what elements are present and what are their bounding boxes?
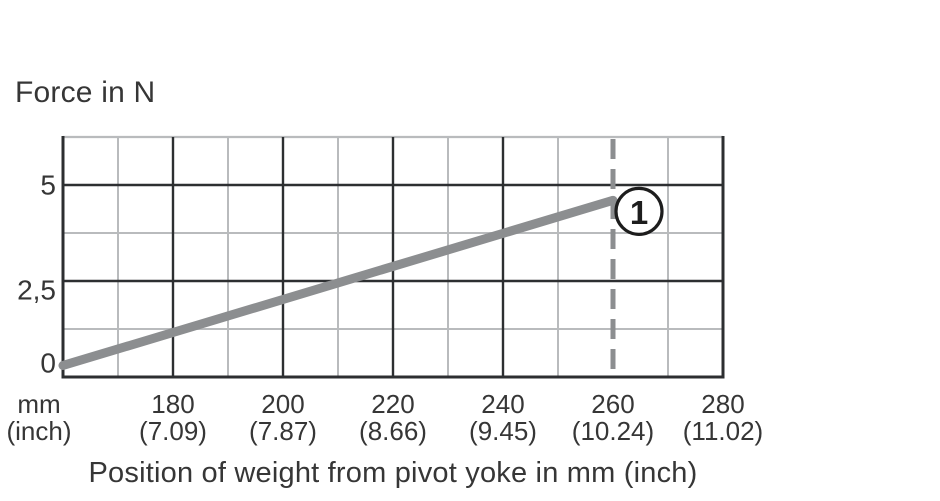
x-tick-label-mm: 280 [701,389,744,419]
y-tick-label: 5 [40,170,56,201]
x-tick-label-inch: (10.24) [572,416,654,446]
x-tick-label-inch: (7.09) [139,416,207,446]
x-tick-label-inch: (9.45) [469,416,537,446]
annotation-label: 1 [630,194,648,231]
x-tick-label-mm: 180 [151,389,194,419]
x-tick-label-mm: 200 [261,389,304,419]
y-tick-label: 0 [40,348,56,379]
x-unit-label-inch: (inch) [6,416,71,446]
x-unit-label-mm: mm [17,389,60,419]
annotation-circle [614,186,664,236]
x-tick-label-mm: 220 [371,389,414,419]
y-axis-title: Force in N [15,76,156,109]
x-tick-label-inch: (11.02) [683,416,763,446]
x-tick-label-inch: (8.66) [359,416,427,446]
x-axis-title: Position of weight from pivot yoke in mm… [88,457,698,489]
x-tick-label-inch: (7.87) [249,416,317,446]
y-tick-label: 2,5 [17,275,56,306]
series-line [58,195,618,370]
x-tick-label-mm: 260 [591,389,634,419]
x-tick-label-mm: 240 [481,389,524,419]
